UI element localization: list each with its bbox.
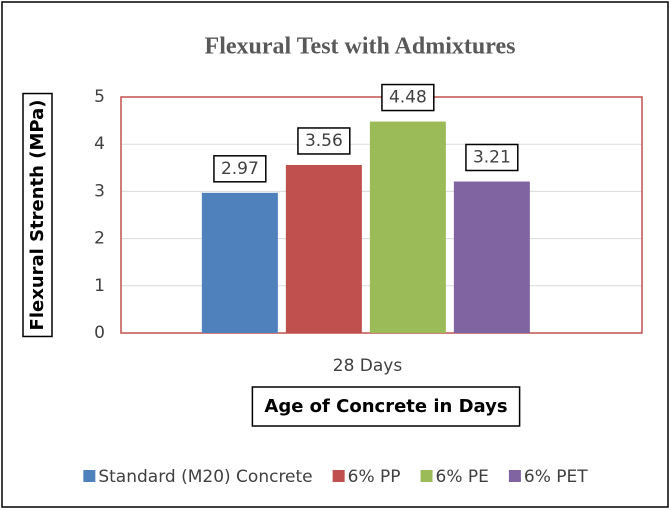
bar — [369, 121, 446, 333]
y-tick-label: 4 — [94, 134, 105, 154]
y-tick-label: 1 — [94, 276, 105, 296]
x-axis-title-box — [251, 386, 521, 427]
y-axis-title-box — [22, 92, 53, 338]
y-tick-label: 0 — [94, 323, 105, 343]
data-label-box — [297, 127, 351, 155]
y-tick-label: 3 — [94, 181, 105, 201]
legend-swatch — [83, 470, 96, 482]
data-label: 3.21 — [473, 147, 511, 167]
y-axis-title: Flexural Strenth (MPa) — [27, 100, 48, 331]
legend-label: Standard (M20) Concrete — [98, 467, 312, 487]
bar — [285, 164, 362, 333]
legend-swatch — [332, 470, 345, 482]
x-axis-title: Age of Concrete in Days — [264, 396, 507, 417]
legend-swatch — [420, 470, 433, 482]
y-tick-label: 2 — [94, 229, 105, 249]
legend-swatch — [508, 470, 521, 482]
bar — [201, 192, 278, 333]
data-label-box — [381, 83, 435, 112]
data-label-box — [465, 143, 519, 172]
x-tick-label: 28 Days — [333, 356, 403, 376]
legend-label: 6% PE — [436, 467, 489, 487]
legend-label: 6% PP — [348, 467, 401, 487]
legend: Standard (M20) Concrete 6% PP 6% PE 6% PET — [83, 467, 588, 487]
data-label: 4.48 — [389, 88, 427, 108]
data-label-box — [213, 155, 267, 183]
data-label: 3.56 — [305, 131, 343, 151]
y-tick-label: 5 — [94, 87, 105, 107]
data-label: 2.97 — [221, 159, 259, 179]
legend-label: 6% PET — [524, 467, 588, 487]
chart-title: Flexural Test with Admixtures — [205, 34, 516, 60]
bar — [453, 181, 530, 333]
